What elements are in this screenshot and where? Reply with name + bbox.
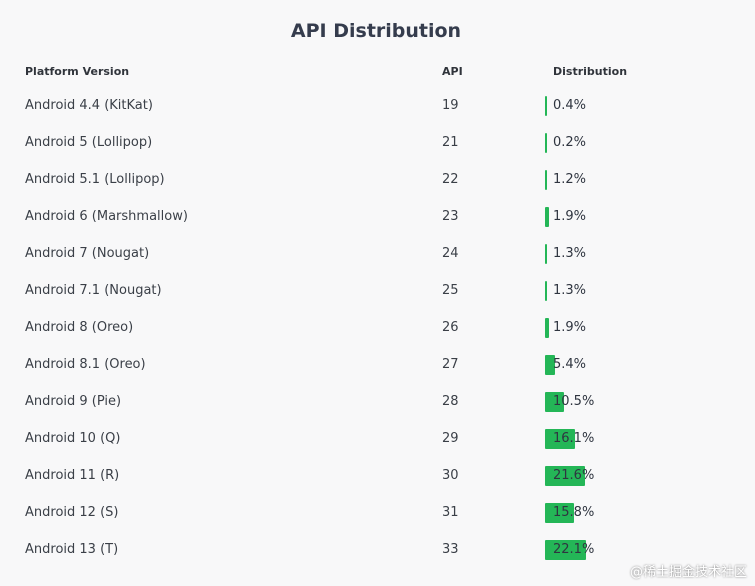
platform-version-cell: Android 5 (Lollipop) [25,135,153,150]
api-cell: 30 [442,468,459,483]
platform-version-cell: Android 4.4 (KitKat) [25,98,153,113]
api-cell: 27 [442,357,459,372]
distribution-label: 1.2% [553,172,587,187]
platform-version-cell: Android 12 (S) [25,505,119,520]
platform-version-cell: Android 6 (Marshmallow) [25,209,188,224]
distribution-bar [545,96,547,116]
platform-version-cell: Android 8.1 (Oreo) [25,357,146,372]
distribution-label: 5.4% [553,357,587,372]
distribution-bar [545,244,548,264]
distribution-label: 21.6% [553,468,595,483]
platform-version-cell: Android 10 (Q) [25,431,121,446]
api-cell: 26 [442,320,459,335]
platform-version-cell: Android 7.1 (Nougat) [25,283,162,298]
distribution-bar [545,355,555,375]
api-cell: 31 [442,505,459,520]
distribution-label: 10.5% [553,394,595,409]
distribution-bar [545,466,585,486]
chart-title: API Distribution [290,20,462,42]
api-cell: 24 [442,246,459,261]
distribution-bar [545,207,549,227]
distribution-bar [545,429,575,449]
distribution-label: 1.3% [553,283,587,298]
api-cell: 21 [442,135,459,150]
api-cell: 19 [442,98,459,113]
distribution-label: 0.2% [553,135,587,150]
api-cell: 22 [442,172,459,187]
platform-version-cell: Android 8 (Oreo) [25,320,134,335]
platform-version-cell: Android 11 (R) [25,468,120,483]
platform-version-cell: Android 9 (Pie) [25,394,122,409]
header-distribution: Distribution [553,65,628,78]
platform-version-cell: Android 7 (Nougat) [25,246,150,261]
distribution-bar [545,503,575,523]
distribution-label: 1.3% [553,246,587,261]
distribution-bar [545,392,565,412]
distribution-label: 1.9% [553,209,587,224]
distribution-bar [545,540,586,560]
header-platform-version: Platform Version [25,65,130,78]
platform-version-cell: Android 5.1 (Lollipop) [25,172,165,187]
api-cell: 23 [442,209,459,224]
header-api: API [442,65,463,78]
distribution-label: 1.9% [553,320,587,335]
distribution-bar [545,318,549,338]
distribution-bar [545,281,548,301]
distribution-label: 0.4% [553,98,587,113]
distribution-bar [545,133,547,153]
platform-version-cell: Android 13 (T) [25,542,119,557]
api-cell: 33 [442,542,459,557]
api-cell: 28 [442,394,459,409]
api-cell: 25 [442,283,459,298]
watermark: @稀土掘金技术社区 [629,565,747,580]
distribution-label: 15.8% [553,505,595,520]
distribution-label: 22.1% [553,542,595,557]
distribution-bar [545,170,548,190]
distribution-label: 16.1% [553,431,595,446]
api-cell: 29 [442,431,459,446]
